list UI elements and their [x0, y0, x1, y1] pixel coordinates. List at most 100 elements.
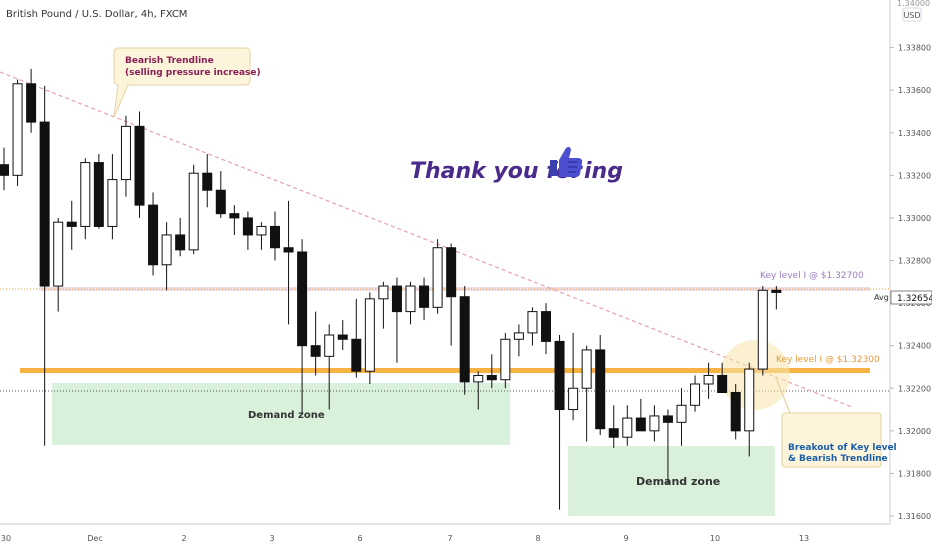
candle-bearish [93, 162, 104, 227]
candle-bearish [351, 338, 362, 372]
candle-bearish [419, 285, 430, 308]
candle-bullish [53, 221, 64, 287]
x-tick-label: 10 [710, 534, 720, 543]
demand-zone-left-label: Demand zone [248, 410, 325, 421]
demand-zone-right-label: Demand zone [636, 475, 720, 488]
x-tick-label: 8 [535, 534, 540, 543]
x-tick-label: 6 [357, 534, 362, 543]
candle-bearish [486, 374, 497, 381]
candle-bearish [446, 247, 457, 298]
candles-group [0, 68, 782, 510]
candle-bullish [120, 125, 131, 181]
y-tick-label: 1.31600 [898, 512, 931, 521]
candle-bullish [500, 338, 511, 381]
key-level-lower-label: Key level I @ $1.32300 [776, 355, 880, 365]
thumbs-up-icon [550, 146, 583, 177]
candle-bearish [541, 311, 551, 342]
candle-bullish [568, 387, 579, 411]
candle-bearish [595, 349, 606, 430]
demand-zone-right-area [568, 446, 775, 516]
candle-bearish [771, 289, 782, 293]
y-tick-label: 1.33200 [898, 171, 931, 180]
candle-bearish [337, 334, 348, 340]
y-tick-label: 1.32800 [898, 257, 931, 266]
avg-label: Avg [874, 293, 889, 302]
candle-bearish [270, 225, 280, 249]
candle-bullish [324, 334, 335, 357]
candle-bullish [744, 368, 755, 432]
candle-bearish [662, 415, 673, 423]
currency-badge-label: USD [903, 11, 920, 20]
candle-bullish [473, 374, 484, 383]
thank-you-suffix: ing [584, 159, 623, 184]
candle-bullish [12, 83, 23, 176]
candle-bullish [432, 247, 443, 308]
current-price-label: 1.32654 [897, 294, 932, 304]
candle-bearish [215, 189, 226, 215]
y-tick-label: 1.33600 [898, 86, 931, 95]
bearish-callout-line1: Bearish Trendline [125, 56, 214, 66]
breakout-callout [781, 412, 882, 468]
candle-bearish [717, 374, 728, 394]
x-tick-label: 9 [623, 534, 628, 543]
candle-bullish [690, 383, 701, 406]
candle-bearish [39, 121, 50, 287]
candle-bearish [26, 83, 37, 123]
x-tick-label: 7 [447, 534, 452, 543]
key-level-upper-label: Key level I @ $1.32700 [760, 271, 864, 281]
candle-bearish [459, 296, 470, 383]
key-level-lower-band [20, 368, 870, 373]
candle-bearish [310, 345, 321, 357]
candle-bearish [297, 251, 308, 347]
y-tick-clipped-label: 1.34000 [897, 0, 930, 8]
y-tick-label: 1.32000 [898, 427, 931, 436]
candle-bullish [256, 225, 267, 236]
current-price-box [890, 290, 932, 305]
bearish-trendline-callout [113, 47, 251, 118]
candle-bearish [66, 221, 77, 227]
y-tick-label: 1.31800 [898, 469, 931, 478]
x-tick-labels: 30 Dec 2 3 6 7 8 9 10 13 [1, 534, 809, 543]
candle-bullish [80, 162, 91, 227]
x-tick-label: 13 [799, 534, 809, 543]
candle-bullish [161, 234, 172, 266]
candle-bearish [0, 164, 9, 176]
candle-bearish [175, 234, 186, 251]
candle-bullish [527, 311, 538, 334]
candle-bullish [405, 285, 416, 313]
candle-bullish [703, 374, 714, 385]
bearish-trendline [0, 71, 853, 408]
candle-bearish [283, 247, 294, 253]
x-tick-label: 2 [181, 534, 186, 543]
y-tick-label: 1.33400 [898, 129, 931, 138]
candle-bearish [148, 204, 159, 266]
candle-bearish [134, 125, 145, 206]
x-tick-label: 3 [269, 534, 274, 543]
candle-bullish [649, 415, 660, 432]
currency-badge[interactable] [902, 7, 922, 22]
candle-bullish [676, 404, 687, 423]
breakout-callout-pointer [775, 377, 791, 414]
bearish-callout-line2: (selling pressure increase) [125, 68, 261, 78]
chart-title: British Pound / U.S. Dollar, 4h, FXCM [6, 9, 187, 20]
candle-bearish [202, 172, 213, 191]
x-tick-label: Dec [87, 534, 102, 543]
candle-bearish [608, 428, 619, 438]
y-tick-label: 1.33800 [898, 44, 931, 53]
candle-bearish [730, 392, 741, 432]
y-tick-label: 1.32200 [898, 384, 931, 393]
candle-bullish [107, 179, 118, 227]
x-tick-label: 30 [1, 534, 11, 543]
candle-bullish [513, 332, 524, 340]
y-tick-label: 1.33000 [898, 214, 931, 223]
breakout-highlight-circle [720, 340, 790, 410]
breakout-callout-line2: & Bearish Trendline [788, 454, 888, 464]
candle-bearish [554, 340, 565, 411]
candle-bullish [188, 172, 199, 251]
candle-bullish [757, 289, 768, 370]
candle-bearish [391, 285, 402, 313]
candle-bearish [242, 217, 253, 236]
candle-bullish [622, 417, 633, 438]
